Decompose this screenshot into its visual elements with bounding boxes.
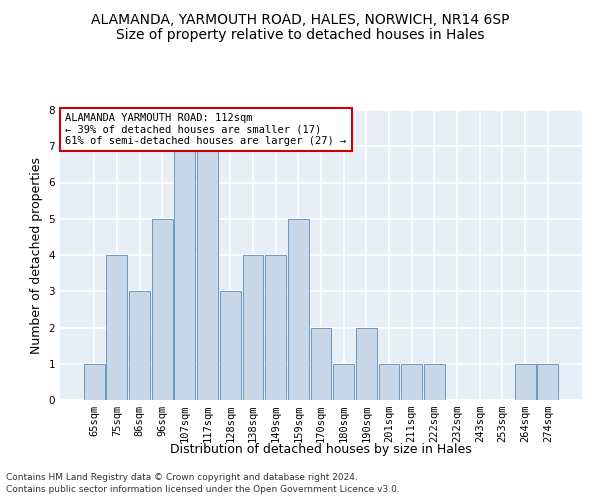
Text: Contains public sector information licensed under the Open Government Licence v3: Contains public sector information licen… bbox=[6, 485, 400, 494]
Bar bbox=[175, 146, 196, 400]
Bar bbox=[265, 255, 286, 400]
Bar bbox=[333, 364, 354, 400]
Bar bbox=[197, 146, 218, 400]
Bar bbox=[311, 328, 331, 400]
Bar bbox=[515, 364, 536, 400]
Text: Distribution of detached houses by size in Hales: Distribution of detached houses by size … bbox=[170, 442, 472, 456]
Text: ALAMANDA, YARMOUTH ROAD, HALES, NORWICH, NR14 6SP: ALAMANDA, YARMOUTH ROAD, HALES, NORWICH,… bbox=[91, 12, 509, 26]
Bar bbox=[220, 291, 241, 400]
Text: ALAMANDA YARMOUTH ROAD: 112sqm
← 39% of detached houses are smaller (17)
61% of : ALAMANDA YARMOUTH ROAD: 112sqm ← 39% of … bbox=[65, 113, 346, 146]
Bar bbox=[356, 328, 377, 400]
Bar bbox=[129, 291, 150, 400]
Bar bbox=[538, 364, 558, 400]
Bar bbox=[242, 255, 263, 400]
Bar bbox=[106, 255, 127, 400]
Bar bbox=[84, 364, 104, 400]
Text: Contains HM Land Registry data © Crown copyright and database right 2024.: Contains HM Land Registry data © Crown c… bbox=[6, 472, 358, 482]
Bar bbox=[288, 219, 309, 400]
Bar bbox=[401, 364, 422, 400]
Bar bbox=[424, 364, 445, 400]
Bar bbox=[379, 364, 400, 400]
Text: Size of property relative to detached houses in Hales: Size of property relative to detached ho… bbox=[116, 28, 484, 42]
Bar bbox=[152, 219, 173, 400]
Y-axis label: Number of detached properties: Number of detached properties bbox=[30, 156, 43, 354]
